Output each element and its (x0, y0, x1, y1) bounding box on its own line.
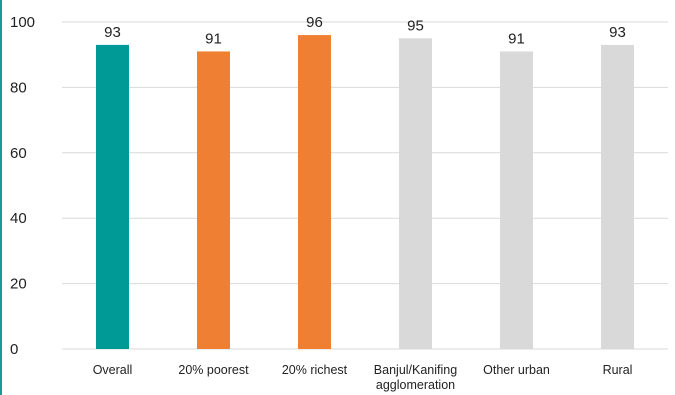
category-label: Other urban (483, 363, 550, 377)
bar (399, 38, 432, 349)
data-label: 95 (407, 17, 424, 34)
data-label: 93 (104, 24, 121, 41)
y-tick-label: 100 (10, 14, 35, 31)
category-label: Overall (93, 363, 133, 377)
category-label: agglomeration (376, 378, 455, 392)
y-tick-label: 20 (10, 276, 27, 293)
bar (298, 35, 331, 350)
data-label: 96 (306, 14, 323, 31)
left-accent-rule (0, 0, 2, 395)
category-label: 20% poorest (178, 363, 249, 377)
y-tick-label: 0 (10, 341, 18, 358)
category-label: Banjul/Kanifing (374, 363, 457, 377)
data-label: 93 (609, 24, 626, 41)
bar (601, 44, 634, 349)
bar (96, 44, 129, 349)
category-label: Rural (603, 363, 633, 377)
y-tick-label: 60 (10, 145, 27, 162)
y-tick-label: 80 (10, 79, 27, 96)
data-label: 91 (205, 30, 222, 47)
bar (197, 51, 230, 350)
bar (500, 51, 533, 350)
category-label: 20% richest (282, 363, 348, 377)
data-label: 91 (508, 30, 525, 47)
y-tick-label: 40 (10, 210, 27, 227)
